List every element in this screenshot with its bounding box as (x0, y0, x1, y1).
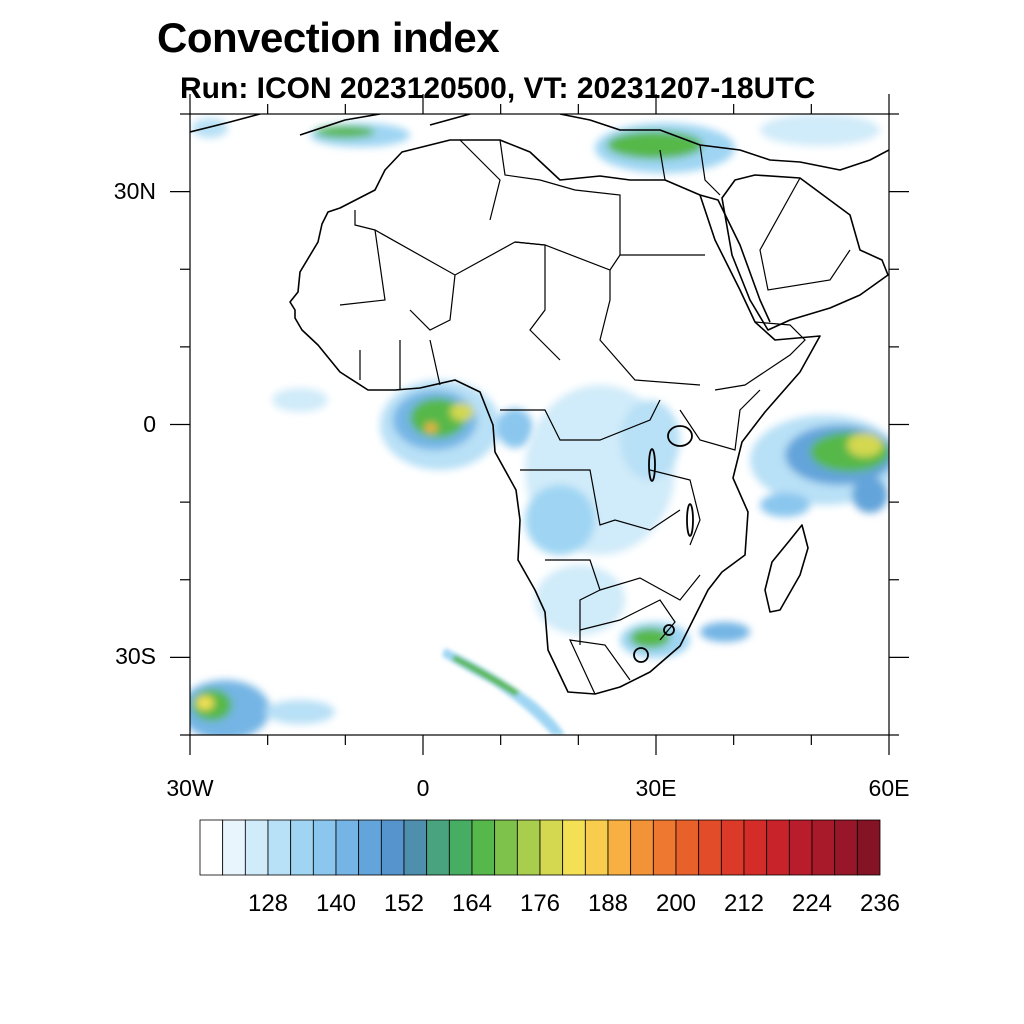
eswatini-outline (663, 624, 675, 636)
colorbar-label: 200 (656, 890, 696, 917)
colorbar-swatch (698, 819, 722, 876)
colorbar-swatch (834, 819, 858, 876)
chart-title: Convection index (157, 14, 500, 61)
field-patch-southwest-corner (190, 680, 335, 735)
colorbar-swatch (562, 819, 586, 876)
y-tick-label: 30S (115, 643, 156, 670)
coastlines (190, 114, 889, 695)
x-tick-label: 60E (868, 775, 910, 801)
colorbar-swatch (539, 819, 564, 876)
field-patch-mediterranean (192, 114, 880, 173)
colorbar-label: 188 (588, 890, 628, 917)
colorbar-swatch (607, 819, 632, 876)
axis-ticks (170, 94, 909, 755)
field-patch-congo-basin (525, 385, 680, 635)
colorbar-swatch (222, 819, 246, 876)
colorbar-swatch (290, 819, 314, 876)
colorbar-swatch (244, 819, 269, 876)
field-patch-south-atlantic (442, 648, 565, 735)
lakes (633, 425, 694, 663)
lake-malawi (686, 503, 694, 537)
y-tick-label: 30N (113, 177, 156, 204)
colorbar-swatch (358, 819, 382, 876)
field-patch-indian-ocean (750, 415, 889, 517)
colorbar-swatch (494, 819, 518, 876)
colorbar-swatch (380, 819, 405, 876)
colorbar-label: 224 (792, 890, 832, 917)
colorbar: 128 140 152 164 176 188 200 212 224 236 (199, 819, 900, 917)
field-patch-southern-africa (620, 622, 750, 658)
field-patch-gulf-of-guinea (272, 380, 533, 470)
colorbar-swatch (199, 819, 224, 876)
colorbar-swatch (720, 819, 745, 876)
colorbar-label: 236 (860, 890, 900, 917)
europe-coastline (190, 114, 889, 171)
colorbar-label: 140 (316, 890, 356, 917)
colorbar-swatch (584, 819, 609, 876)
colorbar-swatch (788, 819, 813, 876)
chart-subtitle: Run: ICON 2023120500, VT: 20231207-18UTC (180, 72, 816, 105)
convection-field (190, 114, 889, 735)
colorbar-label: 176 (520, 890, 560, 917)
colorbar-swatch (312, 819, 337, 876)
x-tick-label: 30W (166, 775, 214, 801)
colorbar-swatch (471, 819, 496, 876)
colorbar-label: 212 (724, 890, 764, 917)
red-sea-coastline (699, 194, 771, 323)
colorbar-swatch (811, 819, 836, 876)
colorbar-swatch (516, 819, 541, 876)
colorbar-swatch (267, 819, 292, 876)
colorbar-swatch (426, 819, 450, 876)
y-tick-label: 0 (143, 410, 156, 437)
arabia-coastline (721, 174, 889, 331)
colorbar-swatch (675, 819, 700, 876)
colorbar-swatch (652, 819, 677, 876)
country-borders (339, 139, 851, 695)
colorbar-label: 128 (248, 890, 288, 917)
colorbar-label: 164 (452, 890, 492, 917)
colorbar-swatch (403, 819, 428, 876)
colorbar-swatch (630, 819, 654, 876)
colorbar-label: 152 (384, 890, 424, 917)
colorbar-swatch (743, 819, 768, 876)
x-tick-label: 0 (416, 775, 430, 801)
africa-coastline (289, 139, 821, 695)
madagascar-coastline (764, 524, 809, 613)
colorbar-swatch (448, 819, 473, 876)
lesotho-outline (633, 647, 649, 663)
colorbar-swatch (335, 819, 360, 876)
colorbar-swatch (766, 819, 790, 876)
x-tick-label: 30E (635, 775, 677, 801)
colorbar-swatch (856, 819, 881, 876)
lake-tanganyika (648, 448, 656, 482)
lake-victoria (667, 425, 693, 447)
